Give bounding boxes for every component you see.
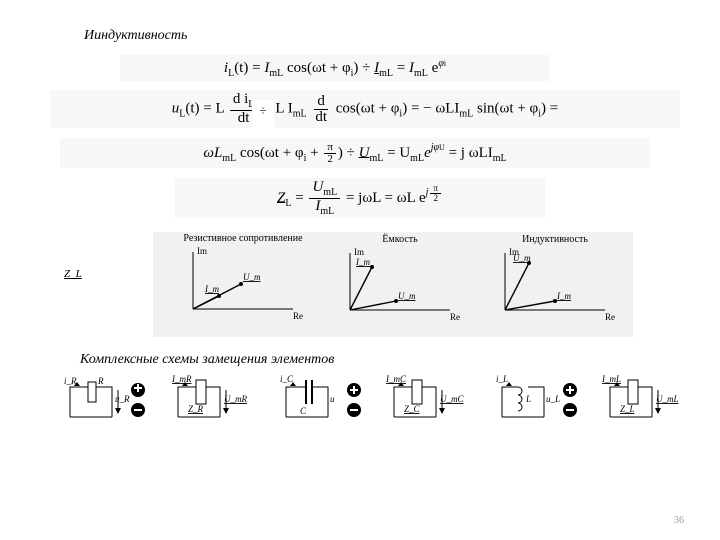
t: U bbox=[359, 144, 370, 160]
schem-L-time: i_L L u_L bbox=[492, 372, 592, 432]
t: (t) bbox=[234, 60, 248, 76]
overlay-divide-icon: ÷ bbox=[252, 100, 274, 128]
t: = bbox=[393, 60, 409, 76]
phasor-R-svg: Re Im U_m I_m bbox=[173, 244, 313, 324]
U-lbl: U_m bbox=[398, 291, 416, 301]
t: dt bbox=[312, 110, 330, 125]
svg-text:U_mL: U_mL bbox=[656, 394, 679, 404]
svg-text:u_L: u_L bbox=[546, 394, 560, 404]
phasor-L-title: Индуктивность bbox=[485, 234, 625, 245]
s: mL bbox=[323, 187, 337, 198]
im-lbl: Im bbox=[354, 247, 364, 257]
s: i bbox=[444, 59, 446, 68]
t: cos(ωt + φ bbox=[336, 100, 400, 116]
svg-text:L: L bbox=[525, 394, 531, 404]
phasor-C-svg: Re Im U_m I_m bbox=[330, 245, 470, 325]
svg-text:i_L: i_L bbox=[496, 374, 508, 384]
re-lbl: Re bbox=[293, 311, 303, 321]
eq-line-2: uL(t) = L d iLdt = L ImL ddt cos(ωt + φi… bbox=[50, 90, 680, 128]
s: mL bbox=[320, 206, 334, 217]
t: π bbox=[324, 142, 336, 154]
t: e bbox=[428, 60, 438, 76]
t: ) = bbox=[541, 100, 558, 116]
svg-text:U_mR: U_mR bbox=[224, 394, 247, 404]
t: sin(ωt + φ bbox=[473, 100, 538, 116]
s: mL bbox=[410, 152, 424, 163]
eq-line-4: ZL = UmLImL = jωL = ωL ejπ2 bbox=[175, 178, 545, 218]
t: = bbox=[248, 60, 264, 76]
s: mL bbox=[493, 152, 507, 163]
schematic-row: i_R R u_R I_mR Z_R U_mR i_C C u bbox=[60, 372, 700, 432]
svg-text:I_mR: I_mR bbox=[171, 374, 192, 384]
phasor-L: Индуктивность Re Im U_m I_m bbox=[485, 234, 625, 325]
schem-C-complex: I_mC Z_C U_mC bbox=[384, 372, 484, 432]
s: mL bbox=[269, 68, 283, 79]
s: mL bbox=[222, 152, 236, 163]
svg-text:u: u bbox=[330, 394, 335, 404]
svg-text:I_mC: I_mC bbox=[385, 374, 407, 384]
eq-line-3: ωLmL cos(ωt + φi + π2) ÷ UmL = UmLejφU =… bbox=[60, 138, 650, 168]
svg-text:Z_R: Z_R bbox=[188, 404, 204, 414]
svg-text:U_mC: U_mC bbox=[440, 394, 464, 404]
re-lbl: Re bbox=[605, 312, 615, 322]
t: d bbox=[314, 94, 328, 110]
I-lbl: I_m bbox=[204, 284, 219, 294]
t: cos(ωt + φ bbox=[236, 144, 303, 160]
zl-label: Z_L bbox=[64, 268, 82, 280]
I-lbl: I_m bbox=[355, 257, 370, 267]
t: 2 bbox=[324, 154, 336, 165]
heading-inductance: Ииндуктивность bbox=[84, 28, 187, 44]
s: mL bbox=[379, 68, 393, 79]
t: ÷ bbox=[358, 60, 374, 76]
s: mL bbox=[414, 68, 428, 79]
page-number: 36 bbox=[674, 515, 684, 526]
schem-R-time: i_R R u_R bbox=[60, 372, 160, 432]
t: U bbox=[312, 179, 323, 195]
svg-text:C: C bbox=[300, 406, 307, 416]
phasor-C: Ёмкость Re Im U_m I_m bbox=[330, 234, 470, 325]
t: dt bbox=[235, 111, 253, 126]
I-lbl: I_m bbox=[556, 291, 571, 301]
t: = jωL = ωL e bbox=[346, 189, 426, 205]
s: mL bbox=[369, 152, 383, 163]
t: jφ bbox=[431, 142, 439, 153]
svg-text:I_mL: I_mL bbox=[601, 374, 621, 384]
schem-C-time: i_C C u bbox=[276, 372, 376, 432]
s: mL bbox=[459, 108, 473, 119]
svg-text:u_R: u_R bbox=[115, 394, 130, 404]
t: ωL bbox=[203, 144, 222, 160]
t: + bbox=[306, 144, 322, 160]
im-lbl: Im bbox=[197, 246, 207, 256]
svg-text:Z_L: Z_L bbox=[620, 404, 635, 414]
phasor-R: Резистивное сопротивление Re Im U_m I_m bbox=[173, 234, 313, 324]
t: = bbox=[291, 189, 307, 205]
t bbox=[307, 100, 311, 116]
phasor-R-title: Резистивное сопротивление bbox=[173, 234, 313, 244]
svg-text:Z_C: Z_C bbox=[404, 404, 421, 414]
t: (t) = L bbox=[185, 100, 224, 116]
heading-complex-schemes: Комплексные схемы замещения элементов bbox=[80, 352, 334, 368]
t: cos(ωt + φ bbox=[283, 60, 350, 76]
t: e bbox=[424, 144, 431, 160]
s: mL bbox=[293, 108, 307, 119]
svg-text:i_C: i_C bbox=[280, 374, 294, 384]
t: d i bbox=[233, 91, 248, 107]
U-lbl: U_m bbox=[513, 253, 531, 263]
svg-text:R: R bbox=[97, 376, 104, 386]
phasor-C-title: Ёмкость bbox=[330, 234, 470, 245]
t: = U bbox=[383, 144, 410, 160]
schem-L-complex: I_mL Z_L U_mL bbox=[600, 372, 700, 432]
svg-text:i_R: i_R bbox=[64, 376, 77, 386]
t: ) = − ωLI bbox=[402, 100, 459, 116]
t: = j ωLI bbox=[445, 144, 493, 160]
t: 2 bbox=[430, 194, 441, 203]
t: j bbox=[426, 187, 429, 198]
U-lbl: U_m bbox=[243, 272, 261, 282]
schem-R-complex: I_mR Z_R U_mR bbox=[168, 372, 268, 432]
t: ÷ bbox=[343, 144, 359, 160]
eq-line-1: iL(t) = ImL cos(ωt + φi) ÷ ImL = ImL eφi bbox=[120, 55, 550, 81]
phasor-L-svg: Re Im U_m I_m bbox=[485, 245, 625, 325]
re-lbl: Re bbox=[450, 312, 460, 322]
